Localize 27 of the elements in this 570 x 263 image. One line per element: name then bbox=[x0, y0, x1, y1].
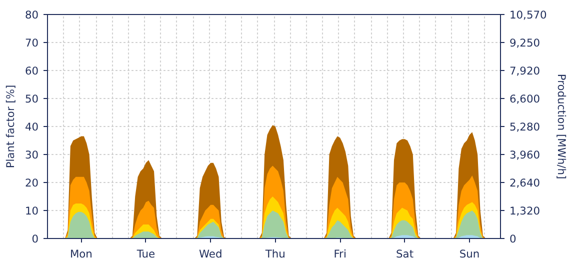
y2-tick-label: 10,570 bbox=[510, 8, 548, 22]
x-tick-label: Sat bbox=[396, 248, 414, 260]
x-tick-label: Wed bbox=[199, 248, 222, 260]
y-tick-label: 60 bbox=[24, 64, 39, 78]
x-tick-label: Mon bbox=[70, 248, 92, 260]
y2-tick-label: 7,920 bbox=[510, 64, 540, 78]
y-tick-label: 50 bbox=[24, 92, 39, 106]
y2-tick-label: 1,320 bbox=[510, 204, 540, 218]
y-tick-label: 10 bbox=[24, 204, 39, 218]
y-axis-title: Plant factor [%] bbox=[4, 84, 17, 168]
y-tick-label: 0 bbox=[32, 232, 39, 246]
x-tick-label: Tue bbox=[136, 248, 156, 260]
y2-tick-label: 9,250 bbox=[510, 36, 540, 50]
x-tick-label: Sun bbox=[459, 248, 480, 260]
y2-tick-label: 2,640 bbox=[510, 176, 540, 190]
y-tick-label: 70 bbox=[24, 36, 39, 50]
y2-axis-title: Production [MWh/h] bbox=[554, 74, 568, 180]
y2-tick-label: 3,960 bbox=[510, 148, 540, 162]
x-tick-label: Fri bbox=[334, 248, 346, 260]
y2-tick-label: 0 bbox=[510, 232, 516, 246]
y-tick-label: 30 bbox=[24, 148, 39, 162]
x-tick-label: Thu bbox=[264, 248, 286, 260]
y2-tick-label: 5,280 bbox=[510, 120, 540, 134]
y-tick-label: 80 bbox=[24, 8, 39, 22]
y-tick-label: 20 bbox=[24, 176, 39, 190]
y-tick-label: 40 bbox=[24, 120, 39, 134]
y2-tick-label: 6,600 bbox=[510, 92, 540, 106]
